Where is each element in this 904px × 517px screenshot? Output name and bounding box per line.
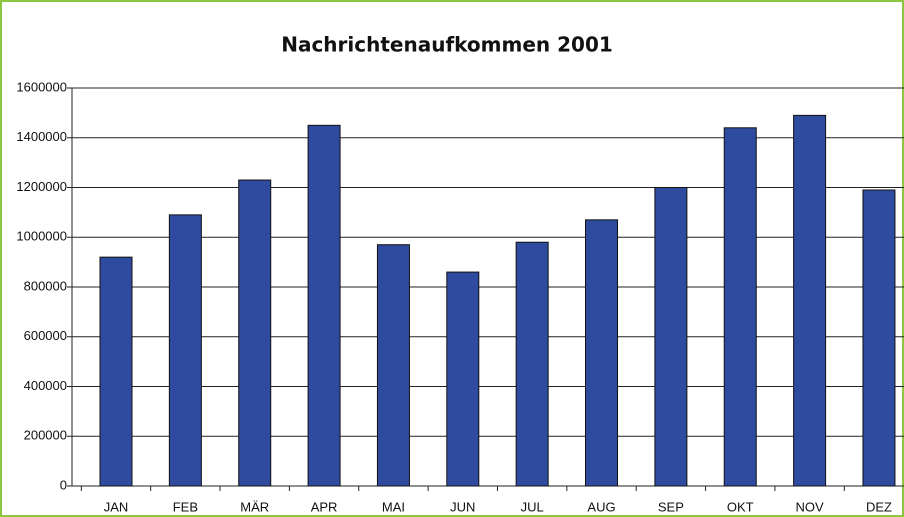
y-tick-label: 1400000 (16, 129, 67, 144)
bar (238, 179, 272, 487)
y-tick-label: 1000000 (16, 229, 67, 244)
bar (793, 114, 827, 487)
x-tick-label: DEZ (866, 499, 892, 514)
bar (307, 124, 341, 487)
bar (654, 187, 688, 487)
bar (585, 219, 619, 487)
x-tick-label: NOV (796, 499, 825, 514)
bar (376, 244, 410, 487)
x-tick-label: JAN (104, 499, 129, 514)
y-tick-label: 400000 (24, 378, 67, 393)
x-tick-label: SEP (658, 499, 684, 514)
x-tick-label: APR (311, 499, 338, 514)
bar (723, 127, 757, 487)
chart-title: Nachrichtenaufkommen 2001 (281, 33, 613, 57)
x-tick-label: MAI (382, 499, 405, 514)
bar (168, 214, 202, 487)
x-tick-label: JUN (450, 499, 475, 514)
x-tick-label: JUL (521, 499, 544, 514)
x-tick-label: OKT (727, 499, 754, 514)
y-tick-label: 1200000 (16, 179, 67, 194)
x-tick-label: AUG (587, 499, 615, 514)
bar (99, 256, 133, 487)
x-tick-label: MÄR (240, 499, 269, 514)
bar (446, 271, 480, 487)
y-tick-label: 0 (60, 477, 67, 492)
bar (515, 241, 549, 487)
y-tick-label: 200000 (24, 428, 67, 443)
y-tick-label: 600000 (24, 328, 67, 343)
y-tick-label: 1600000 (16, 79, 67, 94)
x-tick-label: FEB (173, 499, 198, 514)
bar (862, 189, 896, 487)
y-tick-label: 800000 (24, 278, 67, 293)
